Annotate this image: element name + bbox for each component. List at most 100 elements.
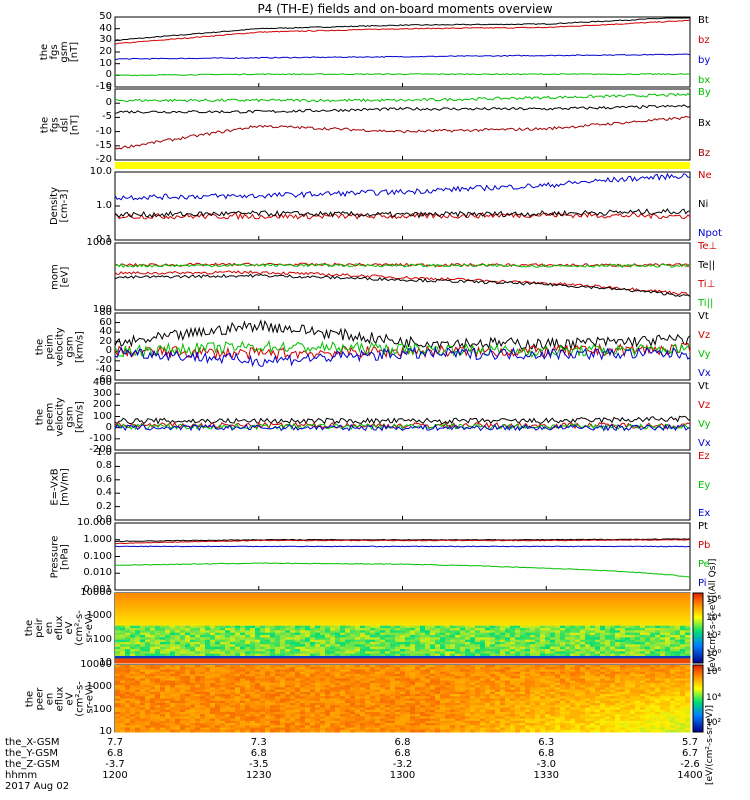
colorbar-tick-bottom: 10² [706,718,722,728]
figure-title: P4 (TH-E) fields and on-board moments ov… [257,2,553,16]
xaxis-value-x-0: 7.7 [107,737,123,748]
ytick-label-peem: 300 [92,388,112,400]
ytick-label-fgs_gsm: 10 [99,57,112,69]
spectrogram-peir [115,593,691,664]
panel-frame-fgs_gsm [114,16,691,88]
ytick-label-efield: 0.4 [96,487,112,499]
xaxis-row-label-0: the_X-GSM [5,737,60,748]
legend-peim-0: Vt [698,311,709,322]
spectrogram-peer [115,665,691,733]
xaxis-row-label-1: the_Y-GSM [5,748,59,759]
ytick-label-temp: 1000 [86,237,112,248]
series-line-peim-Vx [114,346,691,368]
xaxis-value-x-1: 7.3 [250,737,267,748]
series-line-pressure-Pb [114,538,691,545]
ytick-label-efield: 1.0 [96,447,112,458]
legend-temp-3: Ti|| [698,298,714,309]
xaxis-row-label-3: hhmm [5,770,38,781]
series-line-peem-Vt [114,415,691,425]
ytick-label-peer: 100 [92,703,112,715]
series-line-density-Ne [114,211,691,221]
ytick-label-peer: 10000 [80,659,112,670]
series-line-pressure-Pi [114,545,691,548]
xaxis-value-x-3: 6.3 [538,737,555,748]
series-line-fgs_gsm-bz [114,19,691,45]
ytick-label-fgs_gsm: 30 [99,34,112,46]
legend-temp-0: Te⊥ [698,241,718,252]
colorbar-tick-top: 10² [706,631,722,641]
legend-peim-1: Vz [698,330,711,341]
xaxis-value-t-4: 1400 [677,770,703,781]
ytick-label-peir: 1000 [86,610,112,622]
ytick-label-pressure: 10.000 [77,517,112,528]
ylabel-fgs_dsl: the fgs dsl [nT] [39,114,80,135]
legend-efield-0: Ez [698,451,710,462]
ytick-label-pressure: 0.010 [83,567,112,579]
legend-efield-1: Ey [698,479,711,491]
panel-frame-efield [114,452,691,521]
ytick-label-peer: 1000 [86,681,112,693]
ytick-label-peim: -20 [95,354,112,366]
series-line-temp-Te⊥ [114,270,691,297]
ytick-label-density: 0.1 [96,234,112,245]
legend-peim-2: Vy [698,349,711,360]
legend-fgs_gsm-1: bz [698,35,710,46]
xaxis-value-z-0: -3.7 [105,759,125,770]
xaxis-value-x-2: 6.8 [394,737,411,748]
legend-peem-1: Vz [698,400,711,411]
xaxis-row-label-4: 2017 Aug 02 [5,781,70,792]
series-line-peem-Vy [114,422,691,431]
ytick-label-peim: 0 [105,345,112,357]
data-quality-bar [115,162,690,169]
legend-pressure-2: Pe [698,559,710,570]
ylabel-peem: the peem velocity gsm [km/s] [34,396,85,437]
legend-peem-3: Vx [698,438,711,449]
panel-frame-pressure [114,522,691,591]
ytick-label-peem: 400 [92,377,112,388]
ytick-label-peem: 0 [105,421,112,433]
xaxis-row-label-2: the_Z-GSM [5,759,60,770]
ytick-label-peem: 200 [92,399,112,411]
ytick-label-fgs_gsm: -10 [95,81,112,92]
panel-frame-temp [114,242,691,311]
ytick-label-temp: 100 [92,304,112,315]
ytick-label-peir: 100 [92,633,112,645]
ytick-label-peem: -100 [89,432,112,444]
colorbar-tick-bottom: 10⁶ [706,667,722,677]
ytick-label-density: 10.0 [89,166,112,177]
series-line-peim-Vz [114,342,691,361]
ytick-label-fgs_dsl: -20 [95,154,112,165]
colorbar-bottom [692,664,704,733]
ytick-label-fgs_dsl: -5 [102,111,112,123]
ytick-label-density: 1.0 [96,200,112,211]
panel-frame-peem [114,382,691,451]
legend-fgs_gsm-0: Bt [698,15,709,26]
xaxis-value-y-3: 6.8 [538,748,555,759]
ylabel-density: Density [cm-3] [49,186,70,226]
ytick-label-fgs_dsl: 0 [105,97,112,109]
series-line-density-Ni [114,208,691,219]
legend-density-2: Npot [698,228,722,239]
legend-pressure-3: Pi [698,578,707,589]
xaxis-value-z-3: -3.0 [536,759,556,770]
legend-peem-2: Vy [698,419,711,430]
ylabel-fgs_gsm: the fgs gsm [nT] [39,41,80,63]
ytick-label-peim: -40 [95,364,112,376]
ytick-label-pressure: 1.000 [83,533,112,545]
ytick-label-peim: 40 [99,326,112,338]
legend-peim-3: Vx [698,368,711,379]
xaxis-value-y-0: 6.8 [107,748,123,759]
series-line-fgs_gsm-Bt [114,17,690,42]
ytick-label-fgs_dsl: -15 [95,139,112,151]
ytick-label-fgs_gsm: 0 [105,69,112,81]
legend-density-0: Ne [698,170,712,181]
ylabel-pressure: Pressure [nPa] [49,535,70,578]
series-line-peim-Vy [114,339,691,359]
colorbar-tick-top: 10⁶ [706,595,722,605]
ytick-label-efield: 0.2 [96,500,112,512]
ytick-label-peim: -60 [95,374,112,385]
ylabel-peer: the peer en eflux eV (cm²-s- sr-eV) [24,680,95,717]
ytick-label-peem: 100 [92,410,112,422]
series-line-fgs_dsl-Bz [114,115,690,150]
colorbar-tick-top: 10⁰ [706,649,722,659]
